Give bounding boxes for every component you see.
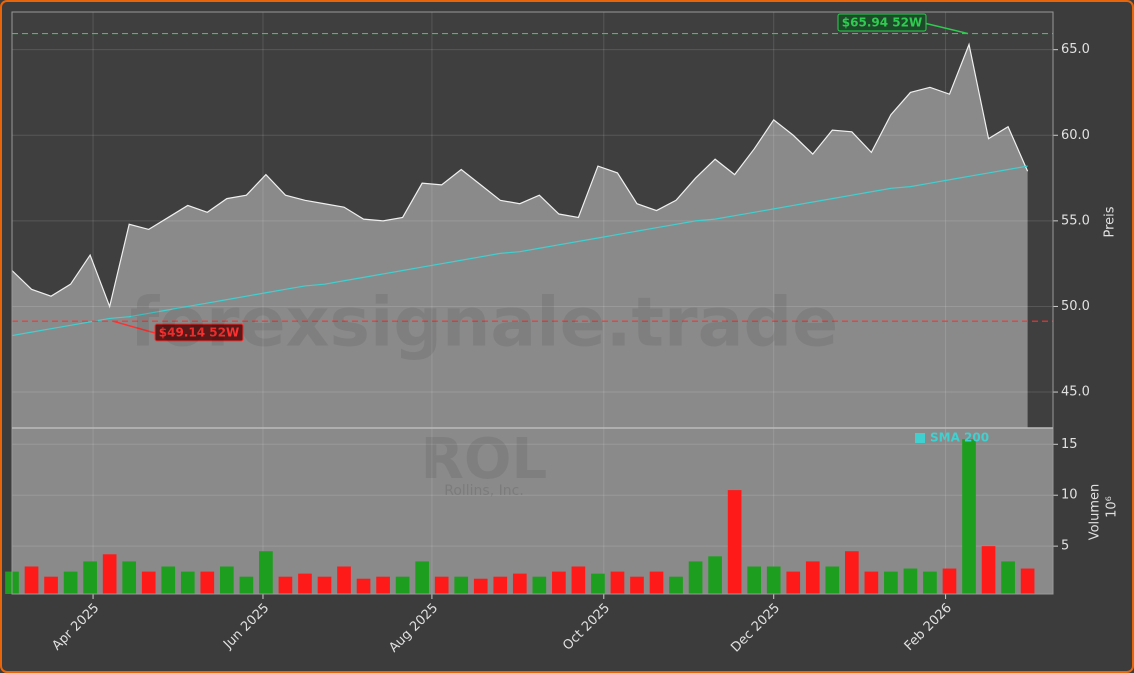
volume-bar (434, 576, 449, 594)
volume-bar (180, 571, 195, 594)
legend-swatch (915, 433, 925, 443)
volume-bar (512, 573, 527, 594)
y2-tick-label: 15 (1061, 437, 1078, 452)
volume-bar (571, 566, 586, 594)
company-watermark: Rollins, Inc. (444, 483, 524, 499)
annotation-arrow (923, 22, 969, 35)
volume-bar (44, 576, 58, 594)
volume-bar (884, 571, 898, 594)
volume-bar (766, 566, 781, 594)
volume-bar (376, 576, 390, 594)
volume-bar (317, 576, 332, 594)
volume-bar (923, 571, 937, 594)
annotation-label: $49.14 52W (159, 326, 239, 340)
y2-axis-label: Volumen (1088, 484, 1103, 541)
volume-bar (259, 551, 273, 594)
volume-bar (532, 576, 547, 594)
volume-bar (356, 578, 371, 594)
volume-bar (141, 571, 156, 594)
volume-bar (981, 546, 996, 594)
volume-bar (122, 561, 137, 594)
volume-bar (844, 551, 859, 594)
y2-tick-label: 10 (1061, 488, 1078, 503)
volume-bar (903, 568, 918, 594)
price-line (11, 42, 1029, 309)
price-area (12, 44, 1028, 429)
watermark: forexsignale.trade (130, 284, 839, 363)
volume-bar (298, 573, 312, 594)
volume-bar (337, 566, 351, 594)
volume-bar (552, 571, 566, 594)
volume-bar (102, 554, 117, 594)
y-axis-label: Preis (1103, 206, 1118, 237)
volume-bar (610, 571, 625, 594)
volume-bar (278, 576, 293, 594)
annotation-label: $65.94 52W (842, 16, 922, 30)
legend-entry: SMA 200 (930, 431, 989, 445)
volume-bar (200, 571, 215, 594)
volume-bar (1001, 561, 1015, 594)
annotation-box (837, 13, 927, 32)
volume-bar (473, 578, 488, 594)
plot-border (11, 11, 1054, 595)
ticker-watermark: ROL (421, 427, 547, 492)
volume-bar (825, 566, 840, 594)
sma-line (11, 165, 1028, 337)
volume-bar (786, 571, 801, 594)
volume-bar (708, 556, 722, 594)
volume-bar (24, 566, 39, 594)
volume-bar (493, 576, 508, 594)
y-tick-label: 55.0 (1061, 213, 1090, 228)
y-tick-label: 65.0 (1061, 42, 1090, 57)
y2-tick-label: 5 (1061, 539, 1069, 554)
volume-bar (747, 566, 762, 594)
annotation-box (154, 323, 244, 342)
y2-axis-unit: 10⁶ (1105, 496, 1120, 518)
volume-bar (630, 576, 644, 594)
volume-bar (415, 561, 429, 594)
volume-bar (805, 561, 820, 594)
volume-bar (942, 568, 957, 594)
volume-bar (962, 439, 976, 594)
volume-bar (239, 576, 254, 594)
annotation-arrow (112, 320, 156, 334)
volume-bar (1020, 568, 1035, 594)
volume-bar (395, 576, 410, 594)
y-tick-label: 45.0 (1061, 385, 1090, 400)
volume-bar (669, 576, 683, 594)
volume-bar (454, 576, 469, 594)
volume-bar (83, 561, 97, 594)
volume-bar (161, 566, 176, 594)
y-tick-label: 60.0 (1061, 128, 1090, 143)
y-tick-label: 50.0 (1061, 299, 1090, 314)
volume-bar (649, 571, 664, 594)
volume-bar (591, 573, 605, 594)
volume-bar (688, 561, 703, 594)
volume-bar (727, 490, 742, 594)
volume-bar (63, 571, 78, 594)
volume-panel (12, 428, 1053, 594)
volume-bar (220, 566, 234, 594)
volume-bar (864, 571, 879, 594)
